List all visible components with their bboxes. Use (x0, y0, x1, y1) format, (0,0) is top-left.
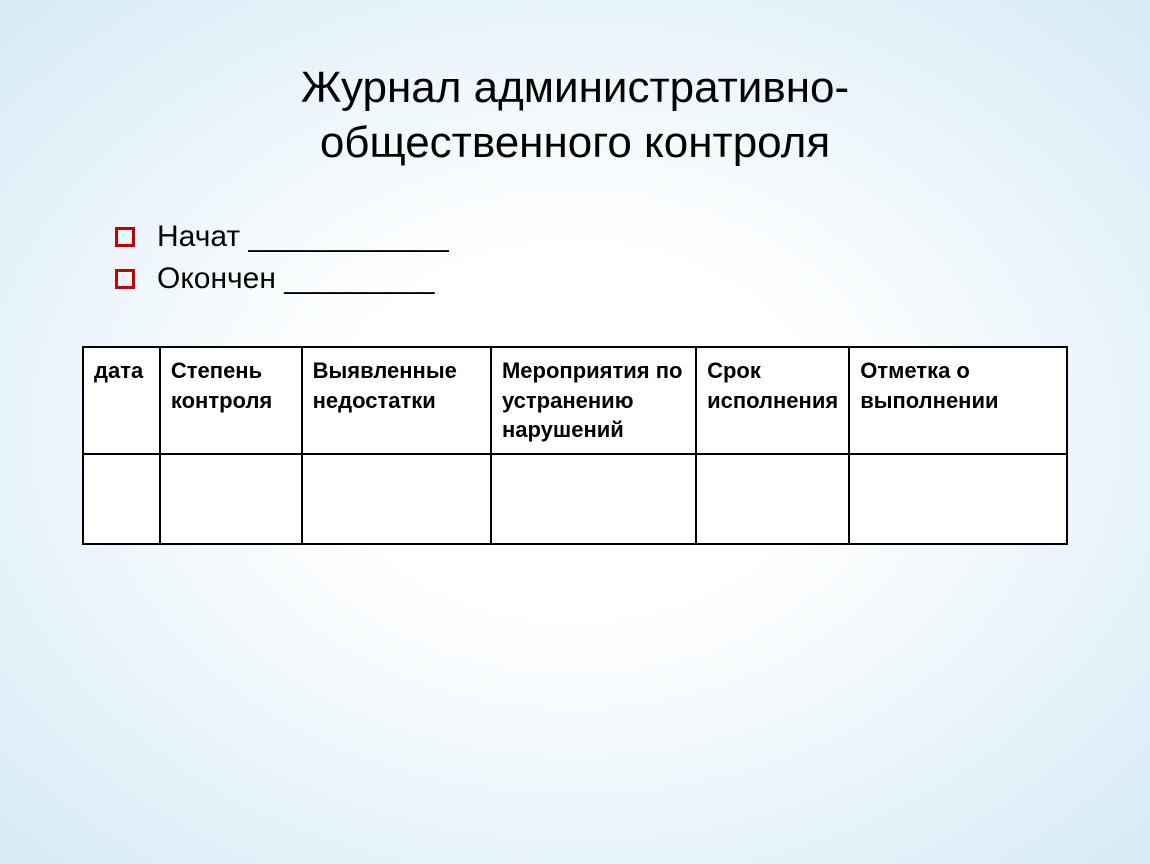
table-header-cell: Мероприятия по устранению нарушений (491, 347, 696, 454)
bullet-label: Начат ____________ (157, 220, 449, 254)
page-title: Журнал административно- общественного ко… (40, 60, 1110, 170)
table-cell (849, 454, 1067, 544)
table-cell (696, 454, 849, 544)
table-container: дата Степень контроля Выявленные недоста… (82, 346, 1068, 545)
bullet-label: Окончен _________ (157, 262, 434, 296)
bullet-item: Окончен _________ (115, 262, 1110, 296)
table-header-cell: Выявленные недостатки (302, 347, 491, 454)
table-header-cell: Степень контроля (160, 347, 302, 454)
table-cell (491, 454, 696, 544)
table-header-cell: Отметка о выполнении (849, 347, 1067, 454)
title-line-2: общественного контроля (320, 118, 830, 167)
table-row (83, 454, 1067, 544)
table-cell (302, 454, 491, 544)
title-line-1: Журнал административно- (301, 63, 849, 112)
table-header-row: дата Степень контроля Выявленные недоста… (83, 347, 1067, 454)
square-bullet-icon (115, 269, 135, 289)
slide-container: Журнал административно- общественного ко… (0, 0, 1150, 864)
table-header-cell: Срок исполнения (696, 347, 849, 454)
table-cell (83, 454, 160, 544)
bullet-list: Начат ____________ Окончен _________ (115, 220, 1110, 296)
control-journal-table: дата Степень контроля Выявленные недоста… (82, 346, 1068, 545)
table-header-cell: дата (83, 347, 160, 454)
table-cell (160, 454, 302, 544)
bullet-item: Начат ____________ (115, 220, 1110, 254)
square-bullet-icon (115, 227, 135, 247)
